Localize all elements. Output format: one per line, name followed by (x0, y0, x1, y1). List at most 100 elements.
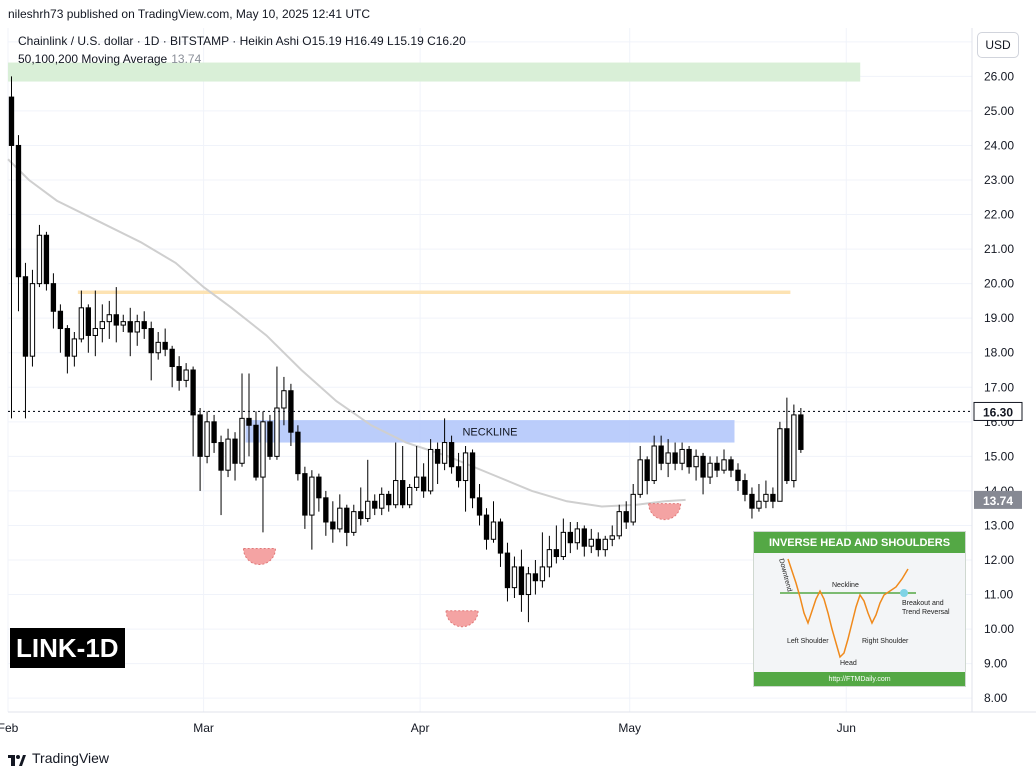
candle-body (469, 452, 476, 499)
x-tick-label: May (618, 721, 641, 735)
candle-body (749, 493, 755, 509)
candle-body (700, 455, 706, 478)
candle-body (490, 521, 497, 540)
candle-body (539, 566, 546, 582)
neckline-zone-label: NECKLINE (462, 426, 517, 438)
candle-body (365, 500, 371, 520)
ma-legend-label: 50,100,200 Moving Average (18, 52, 168, 66)
candle-body (29, 283, 36, 357)
candle-body (560, 531, 567, 558)
candle-body (274, 407, 280, 457)
y-tick-label: 17.00 (984, 380, 1014, 394)
candle-body (518, 566, 525, 596)
y-tick-label: 15.00 (984, 449, 1014, 463)
candle-body (532, 573, 539, 582)
candle-body (351, 511, 357, 533)
candle-body (169, 348, 175, 368)
y-tick-label: 20.00 (984, 277, 1014, 291)
moving-average-line (7, 158, 686, 508)
y-tick-label: 26.00 (984, 69, 1014, 83)
currency-button[interactable]: USD (977, 32, 1019, 58)
inset-breakout-dot (900, 589, 908, 597)
candle-body (574, 528, 580, 544)
candle-body (379, 493, 385, 509)
y-tick-label: 18.00 (984, 346, 1014, 360)
candle-body (22, 276, 29, 357)
symbol-legend[interactable]: Chainlink / U.S. dollar · 1D · BITSTAMP … (18, 34, 466, 48)
candle-body (344, 507, 350, 533)
candle-body (770, 493, 776, 502)
candle-body (78, 307, 85, 340)
tradingview-brand[interactable]: TradingView (8, 750, 109, 766)
y-tick-label: 10.00 (984, 622, 1014, 636)
inset-title: INVERSE HEAD AND SHOULDERS (754, 532, 965, 553)
candle-body (176, 366, 182, 381)
inset-url: http://FTMDaily.com (754, 672, 965, 686)
candle-body (665, 452, 671, 464)
ma-legend[interactable]: 50,100,200 Moving Average 13.74 (18, 52, 201, 66)
candle-body (609, 535, 615, 540)
candle-body (127, 321, 133, 333)
candle-body (316, 476, 322, 499)
candle-body (595, 538, 601, 551)
pattern-inset: INVERSE HEAD AND SHOULDERS Downtrend Nec… (753, 531, 966, 687)
neckline-zone (245, 420, 735, 443)
candle-body (616, 511, 622, 537)
candle-body (497, 521, 504, 554)
inset-price-path (787, 558, 909, 659)
x-tick-label: Apr (411, 721, 430, 735)
candle-body (309, 476, 315, 516)
candle-body (651, 445, 657, 482)
candle-body (281, 390, 287, 409)
candle-body (36, 234, 43, 285)
candle-body (211, 421, 217, 444)
ticker-label: LINK-1D (10, 628, 125, 668)
candle-body (546, 549, 553, 568)
candle-body (162, 341, 168, 350)
candle-body (358, 511, 364, 520)
inset-left-shoulder-label: Left Shoulder (787, 638, 829, 645)
candle-body (113, 314, 119, 326)
candle-body (630, 493, 636, 523)
head-marker (445, 610, 479, 628)
x-tick-label: Feb (0, 721, 19, 735)
candle-body (476, 497, 483, 516)
y-tick-label: 8.00 (984, 691, 1008, 705)
y-tick-label: 24.00 (984, 138, 1014, 152)
tradingview-logo-icon (8, 753, 26, 766)
candle-body (267, 421, 273, 457)
candle-body (43, 234, 50, 285)
candle-body (644, 459, 650, 482)
candle-body (756, 500, 762, 509)
candle-body (155, 341, 161, 354)
publisher-credit: nileshrh73 published on TradingView.com,… (8, 7, 370, 21)
candle-body (511, 566, 518, 589)
mid-zone (77, 290, 791, 294)
candle-body (525, 573, 532, 596)
candle-body (120, 321, 126, 326)
candle-body (15, 144, 22, 278)
candle-body (232, 438, 238, 464)
candle-body (85, 307, 91, 336)
candle-body (253, 424, 259, 478)
y-tick-label: 11.00 (984, 588, 1013, 602)
candle-body (721, 459, 727, 471)
ma-value-marker-label: 13.74 (983, 494, 1013, 508)
candle-body (686, 448, 692, 468)
candle-body (784, 428, 790, 482)
candle-body (441, 442, 448, 464)
candle-body (197, 414, 203, 457)
candle-body (330, 521, 336, 530)
candle-body (225, 438, 231, 471)
candle-body (302, 473, 308, 516)
candle-body (581, 528, 587, 547)
candle-body (337, 507, 343, 530)
candle-body (413, 476, 420, 488)
inset-head-label: Head (840, 660, 857, 667)
candle-body (134, 321, 140, 333)
x-tick-label: Mar (193, 721, 214, 735)
candle-body (246, 417, 252, 426)
candle-body (455, 466, 462, 482)
candle-body (92, 328, 98, 336)
